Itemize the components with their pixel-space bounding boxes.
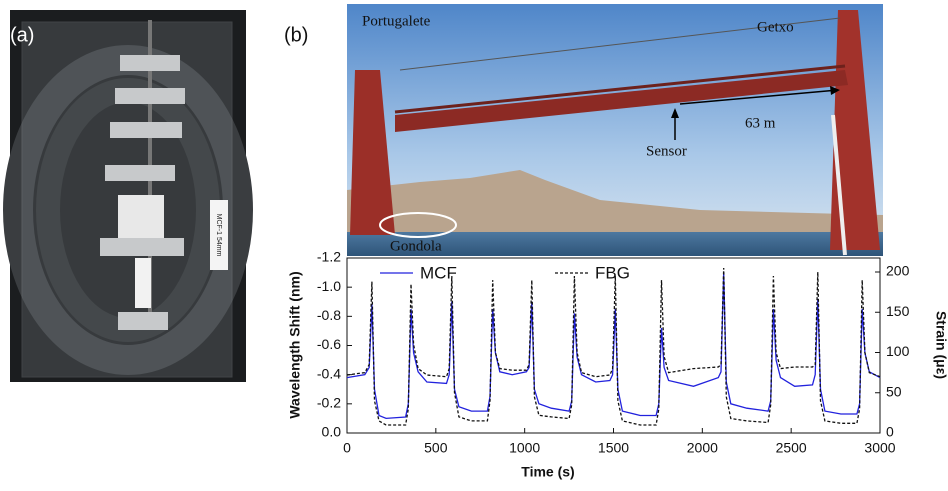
y-tick-label: -0.4 [317, 365, 341, 381]
x-tick-label: 1500 [598, 440, 629, 456]
photo-caption: Gondola [390, 238, 442, 254]
photo-caption: Portugalete [362, 13, 431, 29]
x-tick-label: 3000 [864, 440, 895, 456]
y2-axis-title: Strain (με) [933, 311, 948, 379]
photo-caption: 63 m [745, 115, 776, 131]
series-line [346, 272, 881, 420]
photo-a: MCF-1 54mm (a) [3, 10, 253, 382]
legend-label: MCF [420, 263, 457, 282]
y-axis-title: Wavelength Shift (nm) [287, 271, 303, 418]
x-tick-label: 2000 [687, 440, 718, 456]
y-tick-label: -0.2 [317, 395, 341, 411]
y2-tick-label: 200 [886, 263, 910, 279]
y2-tick-label: 150 [886, 303, 910, 319]
panel-label: (a) [10, 24, 34, 46]
y2-tick-label: 100 [886, 343, 910, 359]
y-tick-label: 0.0 [322, 424, 342, 440]
y-tick-label: -0.6 [317, 336, 341, 352]
x-tick-label: 500 [424, 440, 448, 456]
y2-tick-label: 50 [886, 383, 902, 399]
x-tick-label: 0 [343, 440, 351, 456]
legend-label: FBG [595, 263, 630, 282]
panel-label: (b) [284, 24, 308, 46]
x-tick-label: 1000 [509, 440, 540, 456]
x-tick-label: 2500 [776, 440, 807, 456]
plot: 0 500 1000 1500 2000 2500 30000.0-0.2-0.4-0.6-… [317, 249, 910, 456]
photo-caption: Sensor [646, 143, 687, 159]
x-axis-title: Time (s) [521, 464, 574, 480]
sticker-text: MCF-1 54mm [215, 214, 222, 257]
y-tick-label: -1.0 [317, 278, 341, 294]
photo-caption: Getxo [757, 19, 794, 35]
photo-b: Portugalete Getxo Sensor 63 m Gondola [347, 4, 883, 256]
y-tick-label: -0.8 [317, 307, 341, 323]
y2-tick-label: 0 [886, 424, 894, 440]
y-tick-label: -1.2 [317, 249, 341, 265]
